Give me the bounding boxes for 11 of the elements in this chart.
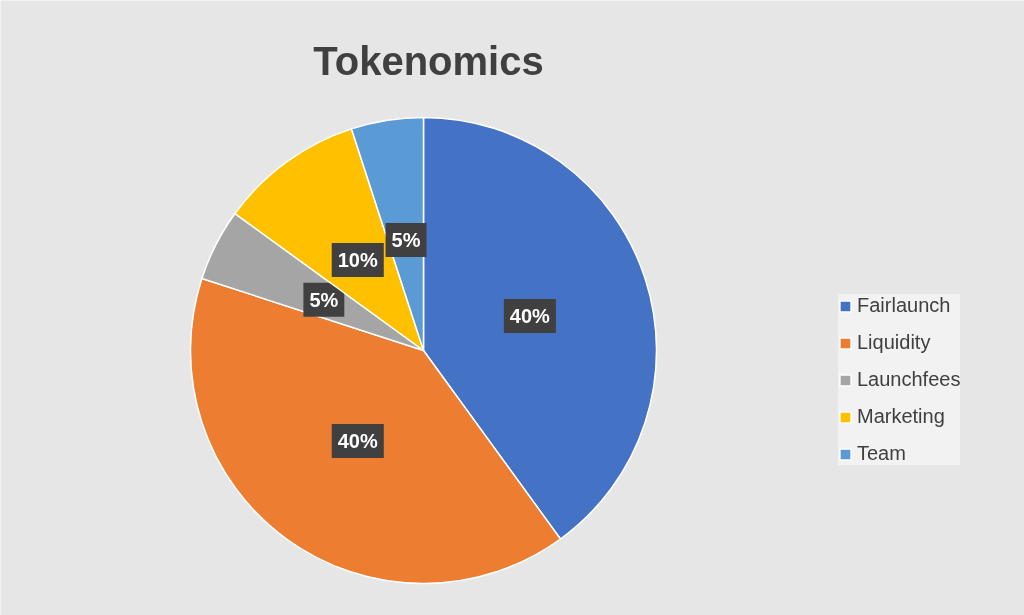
chart-title: Tokenomics [313,38,544,83]
legend-label: Liquidity [857,331,931,354]
legend-label: Team [857,442,906,465]
data-label: 10% [337,249,378,272]
data-label: 40% [337,429,378,452]
data-label: 40% [509,304,551,327]
data-label: 5% [391,229,421,252]
data-label: 5% [309,288,339,311]
legend-label: Marketing [857,405,945,428]
legend-label: Launchfees [857,368,961,391]
legend-label: Fairlaunch [857,294,951,317]
